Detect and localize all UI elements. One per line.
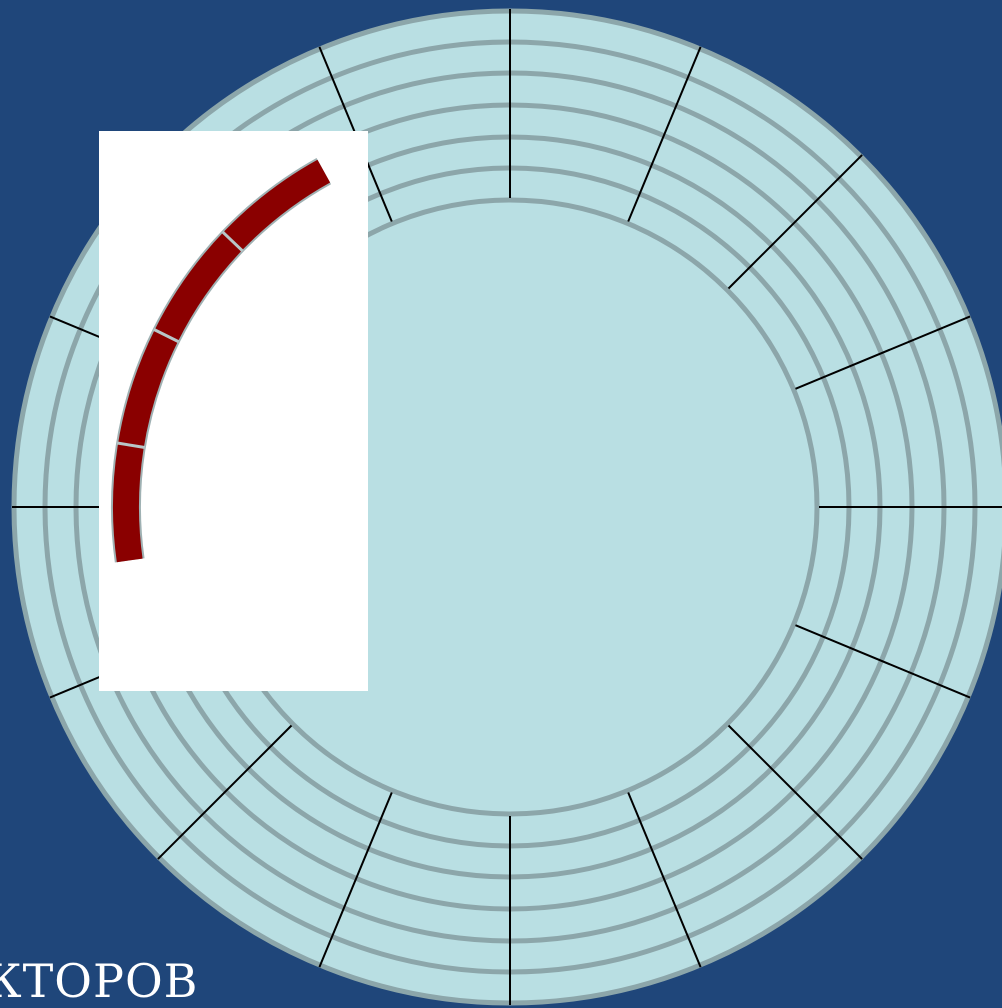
block-divider bbox=[221, 230, 244, 253]
sector-lines bbox=[12, 9, 1002, 1005]
block-divider bbox=[116, 441, 146, 449]
sector-line bbox=[727, 154, 863, 290]
sector-line bbox=[795, 624, 971, 699]
block-divider bbox=[153, 328, 180, 344]
sector-zoom-inset bbox=[99, 131, 368, 691]
sector-line bbox=[627, 46, 702, 222]
sector-line bbox=[318, 792, 393, 968]
highlighted-sector-arc bbox=[111, 157, 332, 563]
sector-line bbox=[627, 792, 702, 968]
sector-line bbox=[157, 724, 293, 860]
sector-line bbox=[727, 724, 863, 860]
sector-line bbox=[795, 315, 971, 390]
caption-text: КТОРОВ bbox=[0, 954, 199, 1008]
